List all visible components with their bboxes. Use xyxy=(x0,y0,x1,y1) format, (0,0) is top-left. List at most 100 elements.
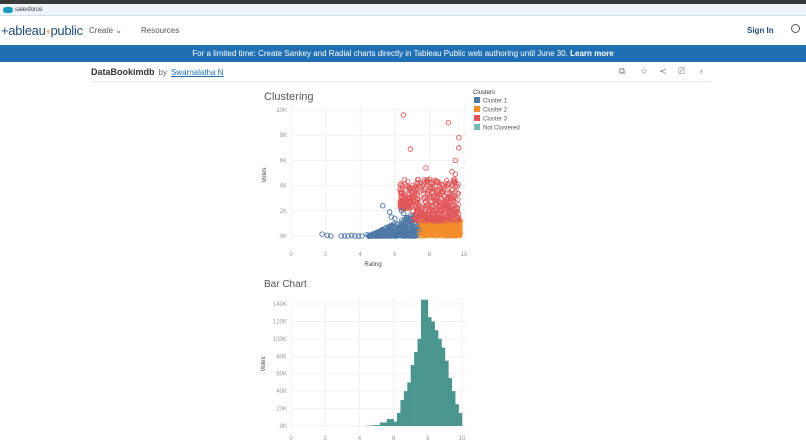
histogram-bar xyxy=(393,421,398,426)
chevron-down-icon: ⌄ xyxy=(115,26,122,35)
scatter-point xyxy=(392,233,399,239)
x-tick-label: 4 xyxy=(359,252,363,258)
scatter-point xyxy=(413,201,420,208)
histogram-bar xyxy=(451,391,456,426)
scatter-point xyxy=(455,228,461,234)
scatter-point xyxy=(425,224,432,230)
scatter-point xyxy=(389,229,395,236)
histogram-bar xyxy=(414,351,418,426)
histogram-bar xyxy=(420,299,425,426)
legend-swatch xyxy=(474,97,480,103)
scatter-point xyxy=(319,231,325,237)
scatter-point xyxy=(444,232,451,238)
scatter-point xyxy=(423,165,429,171)
scatter-point xyxy=(413,232,420,238)
y-tick-label: 8K xyxy=(280,133,287,139)
scatter-point xyxy=(456,134,462,141)
nav-resources[interactable]: Resources xyxy=(141,26,180,35)
share-icon[interactable]: ≺ xyxy=(659,66,667,76)
scatter-point xyxy=(409,196,415,202)
nav-create[interactable]: Create ⌄ xyxy=(89,26,122,35)
star-icon[interactable]: ☆ xyxy=(640,66,649,76)
x-tick-label: 6 xyxy=(392,436,396,442)
scatter-point xyxy=(400,219,407,226)
scatter-point xyxy=(428,211,434,217)
scatter-point xyxy=(403,229,409,235)
histogram-bar xyxy=(424,299,429,426)
scatter-point xyxy=(413,183,419,189)
scatter-x-label: Rating xyxy=(364,262,381,268)
promo-banner: For a limited time: Create Sankey and Ra… xyxy=(0,45,806,62)
sign-in-link[interactable]: Sign In xyxy=(747,26,774,35)
x-tick-label: 8 xyxy=(426,436,430,442)
scatter-point xyxy=(348,232,355,239)
x-tick-label: 0 xyxy=(289,252,293,258)
scatter-point xyxy=(409,220,415,227)
author-link[interactable]: Swarnalatha N xyxy=(170,68,224,77)
histogram-bar xyxy=(427,317,432,426)
scatter-point xyxy=(408,185,414,191)
histogram-bar xyxy=(448,378,453,426)
histogram-bar xyxy=(397,412,401,426)
workbook-title: DataBookimdb xyxy=(91,67,155,77)
scatter-point xyxy=(413,186,420,193)
scatter-point xyxy=(425,202,431,208)
legend-entry: Cluster 2 xyxy=(483,108,508,114)
histogram-bar xyxy=(458,412,463,426)
scatter-point xyxy=(433,218,440,224)
scatter-point xyxy=(400,210,407,217)
x-tick-label: 6 xyxy=(393,252,397,258)
scatter-point xyxy=(407,184,413,190)
legend-entry: Cluster 1 xyxy=(483,99,508,105)
histogram-bar xyxy=(379,422,384,426)
histogram-bar xyxy=(441,347,446,426)
scatter-point xyxy=(415,177,422,183)
scatter-point xyxy=(396,227,402,233)
scatter-point xyxy=(416,231,423,238)
histogram-bar xyxy=(376,425,381,426)
scatter-point xyxy=(413,206,420,212)
histogram-bar xyxy=(386,419,391,426)
copy-icon[interactable]: ⧉ xyxy=(619,66,626,76)
search-icon[interactable] xyxy=(791,24,800,33)
scatter-point xyxy=(423,199,429,205)
legend-entry: Not Clustered xyxy=(483,126,520,132)
download-icon[interactable]: ⎚ xyxy=(678,66,686,76)
histogram-bar xyxy=(417,338,422,426)
badge-icon[interactable]: ♁ xyxy=(698,66,705,76)
y-tick-label: 120K xyxy=(273,319,287,325)
tableau-public-logo[interactable]: +ableau+public xyxy=(1,23,83,38)
scatter-point xyxy=(398,190,405,196)
scatter-point xyxy=(418,180,424,187)
bar-y-label: Votes xyxy=(261,356,267,371)
x-tick-label: 2 xyxy=(324,436,328,442)
scatter-point xyxy=(435,179,441,185)
scatter-point xyxy=(390,223,396,229)
scatter-point xyxy=(395,221,402,228)
scatter-point xyxy=(449,212,455,218)
scatter-point xyxy=(422,195,428,202)
histogram-bar xyxy=(434,330,439,426)
histogram-bar xyxy=(390,419,394,426)
x-tick-label: 8 xyxy=(428,252,432,258)
salesforce-cloud-icon xyxy=(3,6,13,13)
scatter-point xyxy=(452,218,459,224)
scatter-point xyxy=(443,197,450,203)
scatter-point xyxy=(452,189,459,195)
scatter-point xyxy=(403,226,409,233)
y-tick-label: 40K xyxy=(276,389,287,395)
scatter-point xyxy=(392,215,398,222)
histogram-bar xyxy=(373,425,377,426)
scatter-point xyxy=(444,201,451,207)
scatter-point xyxy=(355,233,362,239)
scatter-point xyxy=(433,207,439,213)
scatter-point xyxy=(427,195,434,201)
scatter-point xyxy=(386,230,392,236)
scatter-point xyxy=(428,216,435,223)
scatter-point xyxy=(439,207,445,213)
scatter-point xyxy=(364,231,370,238)
learn-more-link[interactable]: Learn more xyxy=(570,49,614,58)
scatter-point xyxy=(430,186,437,192)
scatter-point xyxy=(439,201,445,207)
